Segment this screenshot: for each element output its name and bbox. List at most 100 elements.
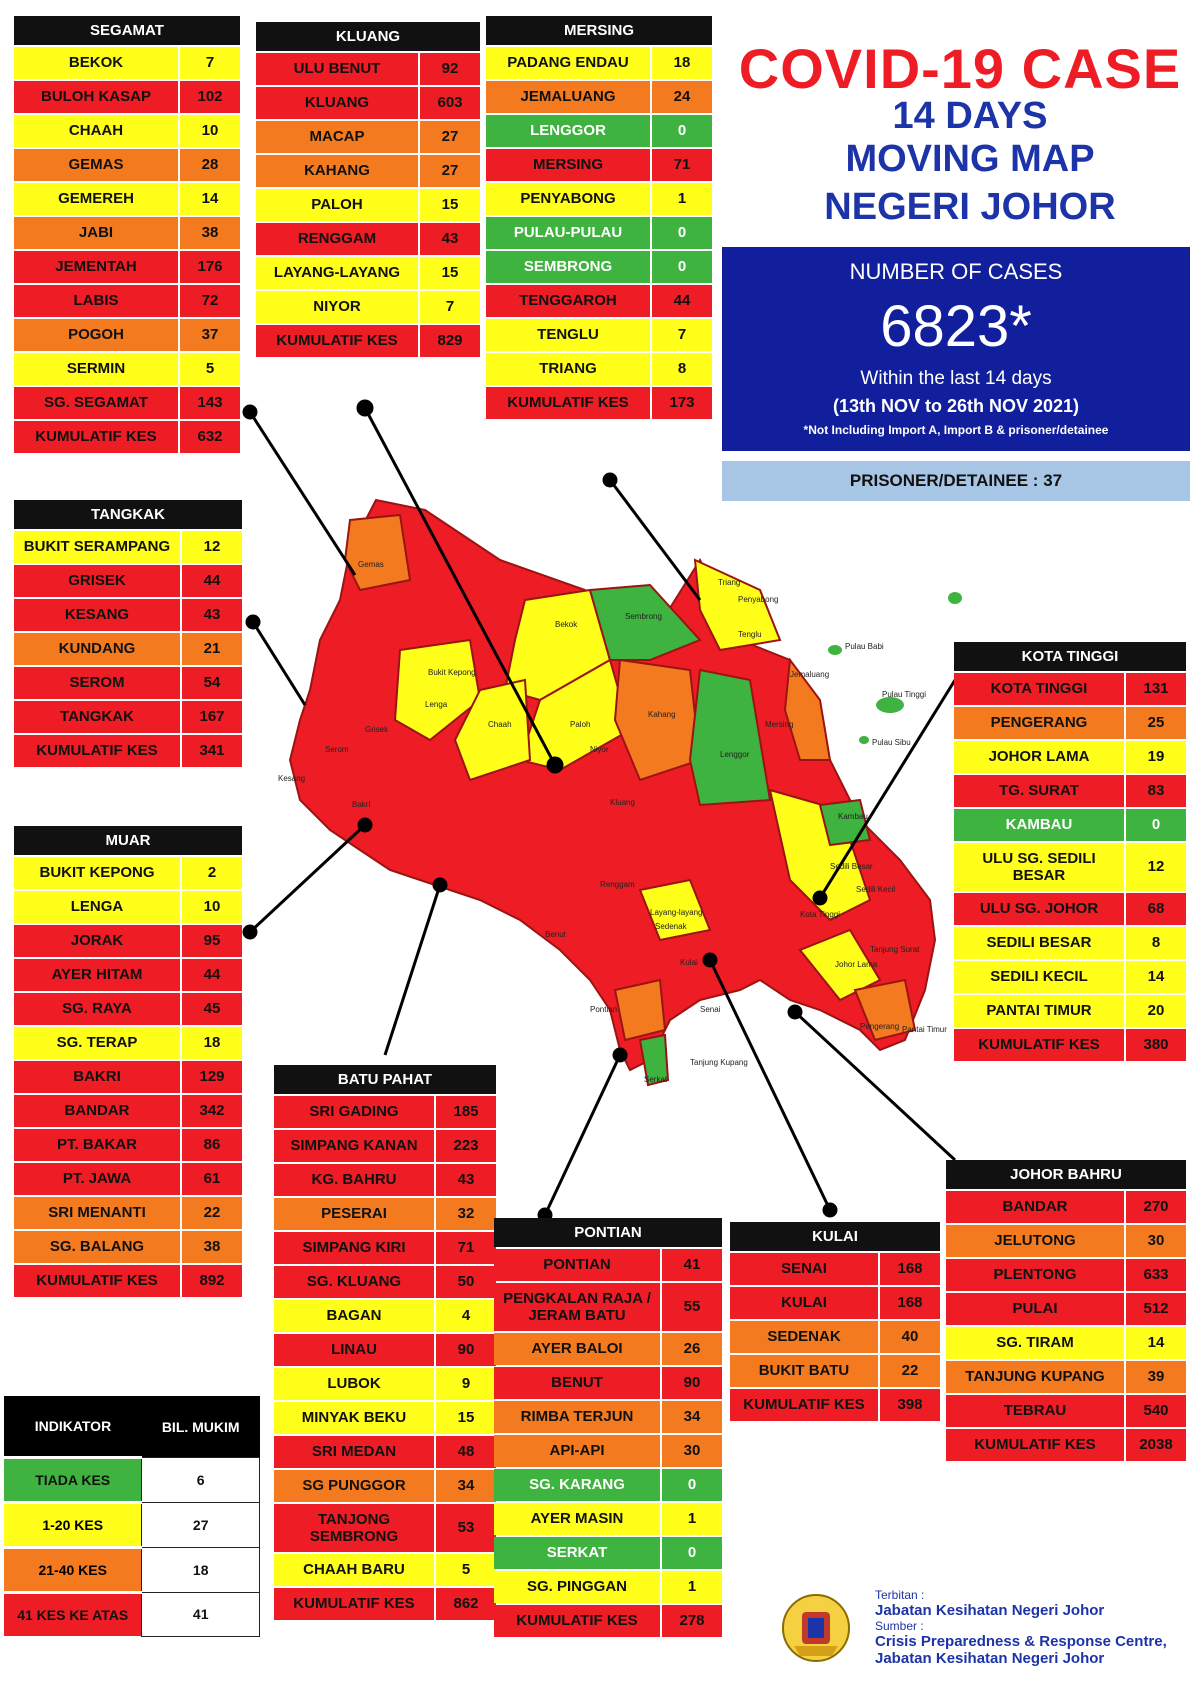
table-row: BANDAR 270 <box>946 1191 1186 1223</box>
table-row: PESERAI 32 <box>274 1198 496 1230</box>
mukim-name: JELUTONG <box>946 1225 1126 1257</box>
mukim-name: LABIS <box>14 285 180 317</box>
case-count: 24 <box>673 88 691 106</box>
legend-indicator: 21-40 KES <box>4 1546 142 1593</box>
case-count: 27 <box>441 128 459 146</box>
case-count: 632 <box>197 428 223 446</box>
table-row: SIMPANG KANAN 223 <box>274 1130 496 1162</box>
case-count: 342 <box>199 1102 225 1120</box>
table-row: BANDAR 342 <box>14 1095 242 1127</box>
mukim-name: ULU SG. JOHOR <box>954 893 1126 925</box>
table-row: AYER MASIN 1 <box>494 1503 722 1535</box>
island-pulau-aur <box>948 592 962 604</box>
case-count: 30 <box>683 1442 701 1460</box>
legend-indicator: 1-20 KES <box>4 1501 142 1548</box>
case-count: 32 <box>457 1205 475 1223</box>
mersing-table: MERSING PADANG ENDAU 18 JEMALUANG 24 LENGGOR 0… <box>486 16 712 421</box>
table-title: KOTA TINGGI <box>954 642 1186 671</box>
mukim-name: BENUT <box>494 1367 662 1399</box>
case-count: 38 <box>203 1238 221 1256</box>
mukim-name: BAGAN <box>274 1300 436 1332</box>
map-label: Kesang <box>278 774 306 783</box>
mukim-name: SG. TIRAM <box>946 1327 1126 1359</box>
map-region-jemaluang <box>783 657 832 761</box>
table-row: SG. KARANG 0 <box>494 1469 722 1501</box>
case-count: 48 <box>457 1443 475 1461</box>
map-label: Chaah <box>488 720 512 729</box>
table-row: KG. BAHRU 43 <box>274 1164 496 1196</box>
case-count: 25 <box>1147 714 1165 732</box>
table-row: SEDILI BESAR 8 <box>954 927 1186 959</box>
case-count: 8 <box>677 360 687 378</box>
mukim-name: KUMULATIF KES <box>494 1605 662 1637</box>
mukim-name: SEMBRONG <box>486 251 652 283</box>
case-count: 22 <box>901 1362 919 1380</box>
map-label: Kambau <box>838 812 868 821</box>
map-region-kambau <box>818 798 872 847</box>
map-label: Sedili Kecil <box>856 885 896 894</box>
mukim-name: BEKOK <box>14 47 180 79</box>
case-count: 1 <box>687 1578 697 1596</box>
table-row: PULAI 512 <box>946 1293 1186 1325</box>
case-count: 53 <box>457 1519 475 1537</box>
table-row: API-API 30 <box>494 1435 722 1467</box>
table-row: LENGGOR 0 <box>486 115 712 147</box>
case-count: 2 <box>207 864 217 882</box>
mukim-name: KUMULATIF KES <box>14 1265 182 1297</box>
map-label: Bukit Kepong <box>428 668 476 677</box>
case-count: 4 <box>461 1307 471 1325</box>
table-row: GEMAS 28 <box>14 149 240 181</box>
case-count: 143 <box>197 394 223 412</box>
mukim-name: TANJONG SEMBRONG <box>274 1504 436 1552</box>
table-row: LENGA 10 <box>14 891 242 923</box>
map-region-sembrong <box>588 583 702 661</box>
mukim-name: BUKIT BATU <box>730 1355 880 1387</box>
mukim-name: SEDILI BESAR <box>954 927 1126 959</box>
map-label: Kluang <box>610 798 635 807</box>
legend-indicator: 41 KES KE ATAS <box>4 1591 142 1636</box>
case-count: 176 <box>197 258 223 276</box>
case-count: 223 <box>453 1137 479 1155</box>
case-count: 9 <box>461 1375 471 1393</box>
mukim-name: PADANG ENDAU <box>486 47 652 79</box>
table-row: PENGKALAN RAJA / JERAM BATU 55 <box>494 1283 722 1331</box>
table-row: PULAU-PULAU 0 <box>486 217 712 249</box>
table-row: SIMPANG KIRI 71 <box>274 1232 496 1264</box>
batupahat-table: BATU PAHAT SRI GADING 185 SIMPANG KANAN 223 K… <box>274 1065 496 1622</box>
table-row: BAKRI 129 <box>14 1061 242 1093</box>
table-row: BUKIT SERAMPANG 12 <box>14 531 242 563</box>
mukim-name: ULU BENUT <box>256 53 420 85</box>
table-row: POGOH 37 <box>14 319 240 351</box>
mukim-name: MACAP <box>256 121 420 153</box>
map-label: Sedenak <box>655 922 687 931</box>
table-row: PANTAI TIMUR 20 <box>954 995 1186 1027</box>
island-pulau-babi <box>828 645 842 655</box>
table-row: PT. JAWA 61 <box>14 1163 242 1195</box>
map-label: Sedili Besar <box>830 862 873 871</box>
legend-count: 41 <box>141 1592 260 1637</box>
mukim-name: SG. KARANG <box>494 1469 662 1501</box>
case-count: 44 <box>203 966 221 984</box>
case-count: 540 <box>1143 1402 1169 1420</box>
table-row: BEKOK 7 <box>14 47 240 79</box>
case-count: 14 <box>1147 1334 1165 1352</box>
table-row: SG. BALANG 38 <box>14 1231 242 1263</box>
mukim-name: LUBOK <box>274 1368 436 1400</box>
footer-terbitan-label: Terbitan : <box>875 1588 925 1602</box>
mukim-name: KUMULATIF KES <box>946 1429 1126 1461</box>
case-count: 173 <box>669 394 695 412</box>
mukim-name: MERSING <box>486 149 652 181</box>
map-label: Kahang <box>648 710 676 719</box>
legend-row: TIADA KES 6 <box>4 1456 260 1503</box>
tangkak-table: TANGKAK BUKIT SERAMPANG 12 GRISEK 44 KESANG 43… <box>14 500 242 769</box>
table-row: RIMBA TERJUN 34 <box>494 1401 722 1433</box>
mukim-name: TANGKAK <box>14 701 182 733</box>
mukim-name: KAMBAU <box>954 809 1126 841</box>
map-region-johorlama <box>798 928 882 1002</box>
case-count: 829 <box>437 332 463 350</box>
mukim-name: SG. SEGAMAT <box>14 387 180 419</box>
total-row: KUMULATIF KES 2038 <box>946 1429 1186 1461</box>
table-row: MERSING 71 <box>486 149 712 181</box>
mukim-name: KULAI <box>730 1287 880 1319</box>
